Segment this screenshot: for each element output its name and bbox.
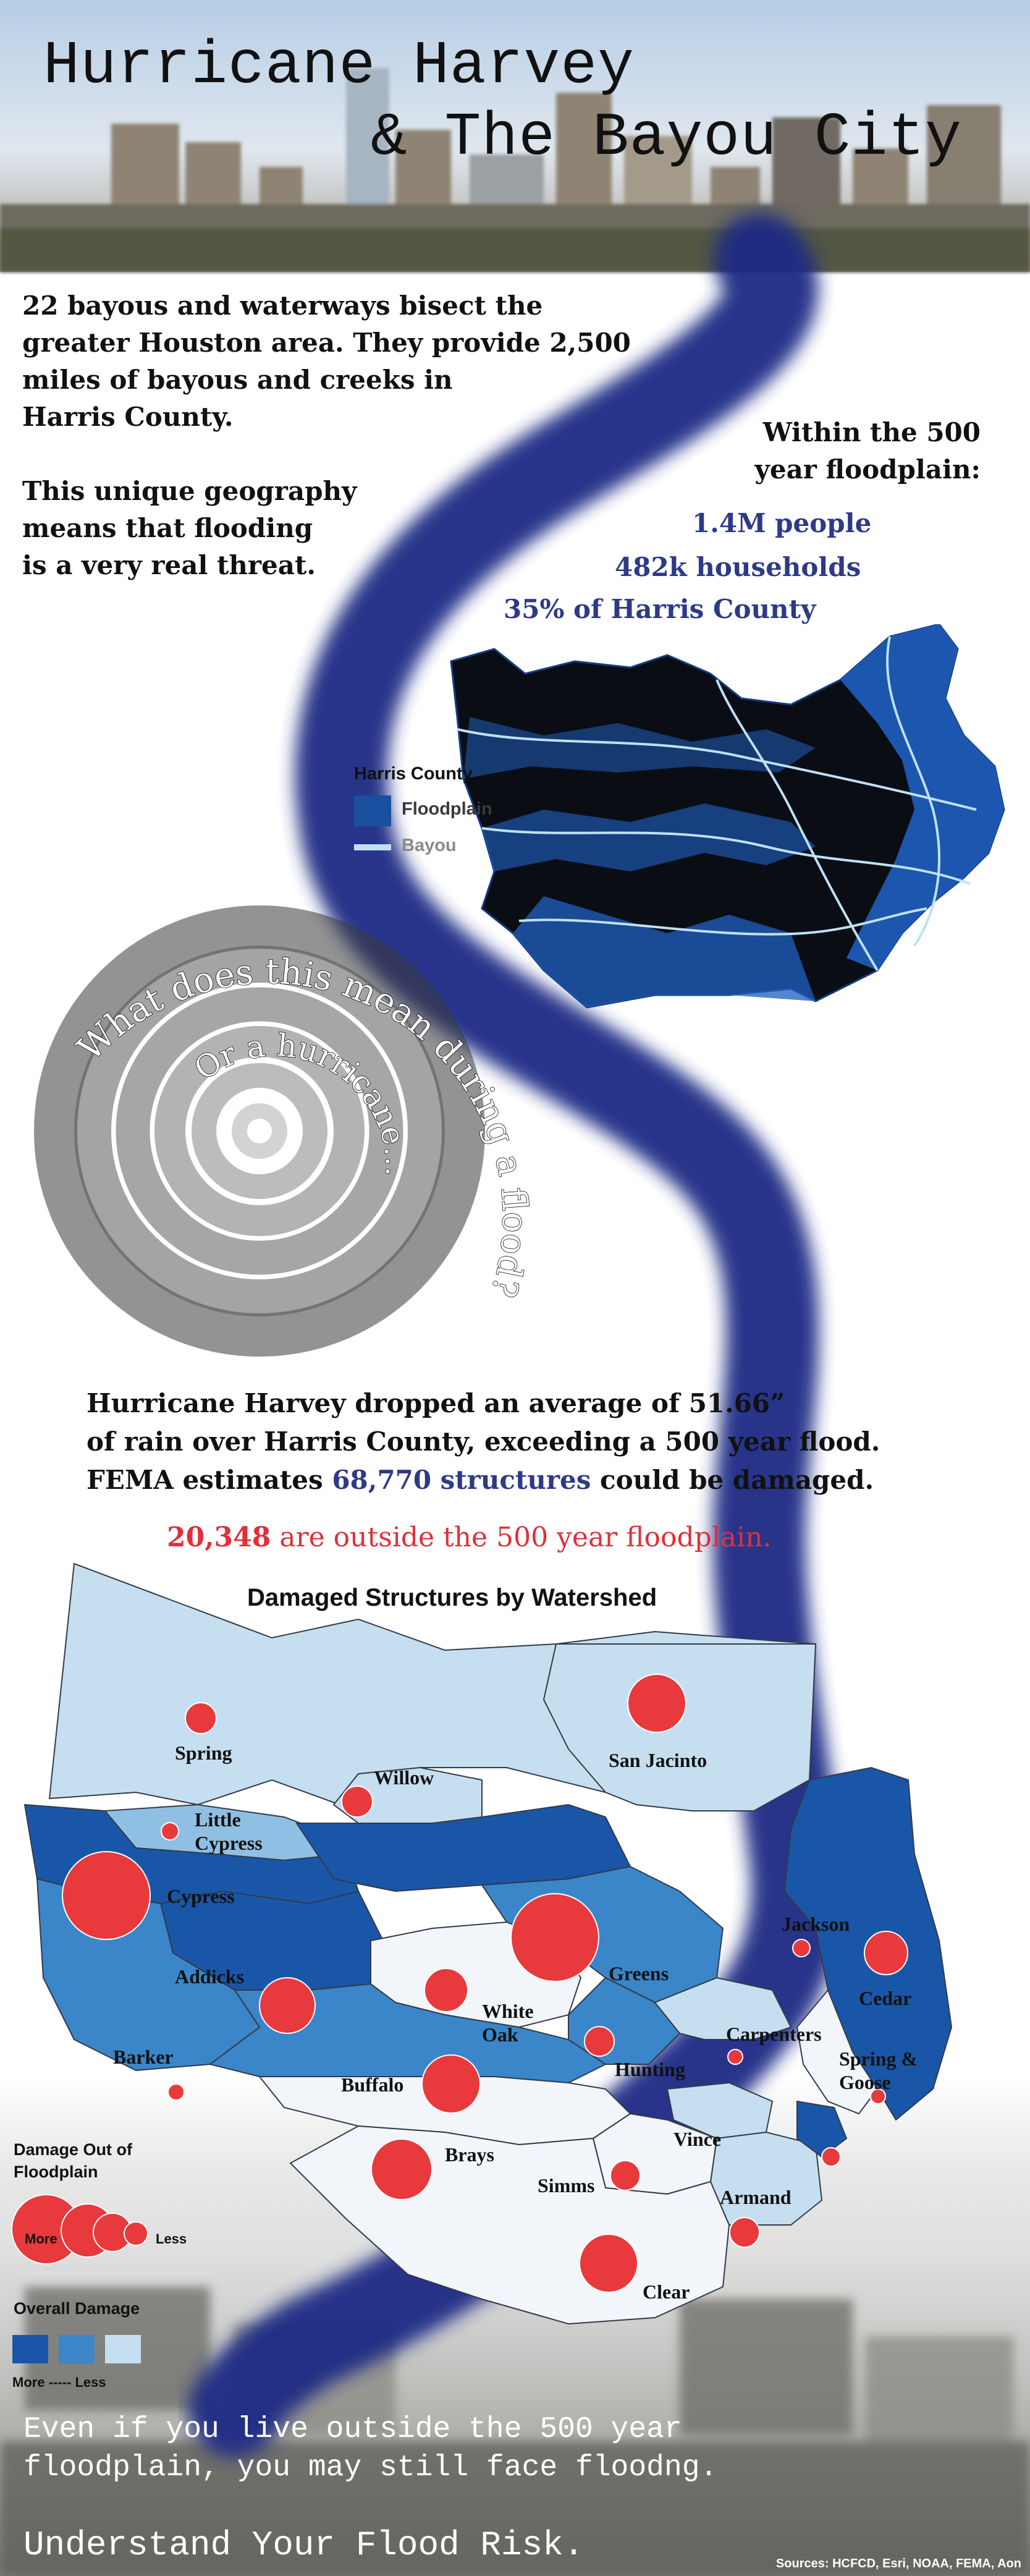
stat-people: 1.4M people: [692, 508, 872, 538]
damage-more-label: More: [25, 2231, 57, 2247]
footer-line: floodplain, you may still face floodng.: [23, 2451, 718, 2485]
harvey-line: Hurricane Harvey dropped an average of 5…: [87, 1388, 785, 1418]
floodplain-legend-label: Floodplain: [402, 799, 492, 819]
intro-line: miles of bayous and creeks in: [22, 365, 453, 395]
intro-line: Harris County.: [22, 402, 234, 432]
spiral-text: What does this mean during a flood? Or a…: [70, 951, 535, 1302]
outside-floodplain-callout: 20,348 are outside the 500 year floodpla…: [167, 1522, 772, 1553]
page-title-line1: Hurricane Harvey: [43, 32, 635, 101]
floodplain-heading: Within the 500 year floodplain:: [754, 414, 981, 488]
stat-county-share: 35% of Harris County: [504, 594, 816, 624]
harris-legend-title: Harris County: [354, 764, 473, 784]
watershed-armand-region: [709, 2131, 823, 2226]
damage-legend-title-line: Damage Out of: [14, 2140, 133, 2159]
overall-swatch-mid: [59, 2335, 95, 2363]
watershed-spring-goose-region: [796, 1989, 879, 2115]
watershed-carpenters-region: [654, 1976, 792, 2040]
bayou-legend-label: Bayou: [402, 836, 457, 855]
footer-line: Even if you live outside the 500 year: [23, 2413, 682, 2446]
harris-county-map: [450, 624, 1005, 1009]
sources-credit: Sources: HCFCD, Esri, NOAA, FEMA, Aon: [775, 2557, 1021, 2570]
damage-less-label: Less: [156, 2231, 187, 2247]
intro-line: means that flooding: [22, 513, 313, 543]
harvey-paragraph: Hurricane Harvey dropped an average of 5…: [87, 1384, 880, 1499]
watershed-willow-region: [332, 1766, 483, 1824]
damage-legend-title: Damage Out of Floodplain: [14, 2138, 132, 2183]
overall-swatch-less: [105, 2335, 141, 2363]
page-title-line2: & The Bayou City: [371, 104, 962, 172]
structures-highlight: 68,770 structures: [332, 1465, 591, 1495]
stat-households: 482k households: [615, 552, 861, 582]
harvey-line: of rain over Harris County, exceeding a …: [87, 1426, 880, 1457]
footer-message: Even if you live outside the 500 year fl…: [23, 2410, 717, 2487]
floodplain-swatch: [354, 795, 391, 826]
storm-spiral-graphic: [34, 905, 485, 1357]
watershed-map-title: Damaged Structures by Watershed: [247, 1584, 657, 1611]
footer-city-image: [0, 2077, 1030, 2576]
outside-number: 20,348: [167, 1522, 271, 1553]
overall-legend-scale: More ----- Less: [12, 2375, 106, 2390]
header-skyline-image: [0, 0, 1030, 272]
footer-call-to-action: Understand Your Flood Risk.: [23, 2525, 585, 2565]
intro-paragraph: 22 bayous and waterways bisect the great…: [22, 287, 631, 584]
spiral-inner-text: Or a hurricane...: [188, 1027, 415, 1177]
damage-scale-circle-4: [124, 2221, 148, 2246]
floodplain-heading-line: year floodplain:: [754, 454, 981, 485]
intro-line: is a very real threat.: [22, 550, 316, 580]
intro-line: greater Houston area. They provide 2,500: [22, 328, 631, 358]
spiral-outer-text: What does this mean during a flood?: [70, 952, 534, 1302]
intro-line: 22 bayous and waterways bisect the: [22, 290, 543, 321]
floodplain-heading-line: Within the 500: [762, 417, 981, 447]
bayou-swatch: [354, 844, 391, 850]
watershed-upper-dark-region: [295, 1803, 631, 1892]
overall-swatch-more: [12, 2335, 48, 2363]
overall-damage-title: Overall Damage: [14, 2299, 140, 2318]
watershed-map: [23, 1562, 953, 2325]
intro-line: This unique geography: [22, 476, 357, 506]
damage-legend-title-line: Floodplain: [14, 2163, 98, 2181]
harvey-line: FEMA estimates 68,770 structures could b…: [87, 1465, 874, 1495]
